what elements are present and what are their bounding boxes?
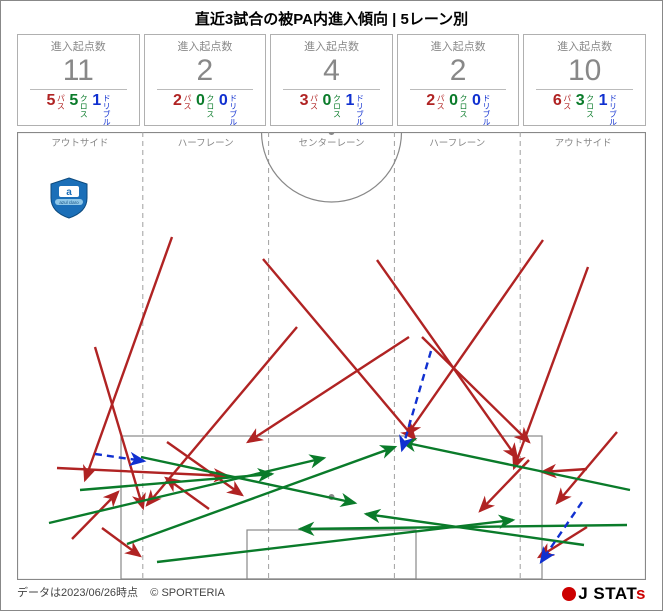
lane-breakdown: 3パス 0クロス 1ドリブル <box>300 93 364 126</box>
dribble-count: 0 <box>472 93 481 109</box>
lane-total: 11 <box>63 56 94 86</box>
lane-box-2: 進入起点数 43パス 0クロス 1ドリブル <box>270 34 393 126</box>
cross-label: クロス <box>586 93 594 118</box>
zone-label-4: アウトサイド <box>520 135 646 149</box>
cross-count: 0 <box>449 93 458 109</box>
lane-breakdown: 6パス 3クロス 1ドリブル <box>553 93 617 126</box>
cross-count: 3 <box>576 93 585 109</box>
data-timestamp: データは2023/06/26時点 <box>17 587 138 599</box>
lane-breakdown: 5パス5クロス1ドリブル <box>46 93 110 126</box>
dribble-count: 1 <box>345 93 354 109</box>
pitch-area: アウトサイドハーフレーンセンターレーンハーフレーンアウトサイド a azul c… <box>17 132 646 580</box>
cross-label: クロス <box>332 93 340 118</box>
lane-header-label: 進入起点数 <box>51 38 106 54</box>
copyright-text: © SPORTERIA <box>150 587 225 599</box>
lane-breakdown: 2パス0クロス0ドリブル <box>426 93 490 126</box>
lane-box-4: 進入起点数 10 6パス 3クロス 1ドリブル <box>523 34 646 126</box>
team-logo: a azul claro <box>47 176 91 220</box>
zone-label-2: センターレーン <box>269 135 395 149</box>
dribble-count: 1 <box>92 93 101 109</box>
jstats-logo: J STATs <box>562 584 646 604</box>
cross-count: 5 <box>69 93 78 109</box>
cross-label: クロス <box>79 93 87 118</box>
lane-header-label: 進入起点数 <box>304 38 359 54</box>
lane-stats-row: 進入起点数115パス5クロス1ドリブル進入起点数22パス0クロス0ドリブル進入起… <box>1 34 662 126</box>
lane-total: 10 <box>568 56 601 86</box>
arrow-pass-1 <box>95 347 143 508</box>
dribble-label: ドリブル <box>482 93 490 126</box>
footer: データは2023/06/26時点 © SPORTERIA J STATs <box>1 584 662 604</box>
arrow-pass-16 <box>557 432 617 503</box>
arrow-cross-23 <box>402 442 630 490</box>
pass-count: 5 <box>46 93 55 109</box>
arrow-pass-17 <box>542 469 587 472</box>
chart-title: 直近3試合の被PA内進入傾向 | 5レーン別 <box>1 1 662 34</box>
arrow-cross-21 <box>141 457 355 503</box>
lane-total: 4 <box>323 56 340 86</box>
dribble-label: ドリブル <box>355 93 363 126</box>
lane-box-1: 進入起点数22パス0クロス0ドリブル <box>144 34 267 126</box>
pass-count: 2 <box>173 93 182 109</box>
svg-text:azul claro: azul claro <box>59 200 79 205</box>
pass-label: パス <box>436 93 444 110</box>
pitch-svg <box>17 132 646 580</box>
dribble-count: 1 <box>599 93 608 109</box>
arrow-dribble-27 <box>402 351 431 450</box>
arrow-pass-5 <box>248 337 409 442</box>
zone-label-0: アウトサイド <box>17 135 143 149</box>
lane-header-label: 進入起点数 <box>177 38 232 54</box>
cross-label: クロス <box>459 93 467 118</box>
zone-label-3: ハーフレーン <box>394 135 520 149</box>
arrow-pass-7 <box>407 240 543 435</box>
lane-box-0: 進入起点数115パス5クロス1ドリブル <box>17 34 140 126</box>
pass-label: パス <box>310 93 318 110</box>
lane-total: 2 <box>197 56 214 86</box>
dribble-count: 0 <box>219 93 228 109</box>
dribble-label: ドリブル <box>102 93 110 126</box>
zone-labels-row: アウトサイドハーフレーンセンターレーンハーフレーンアウトサイド <box>17 135 646 149</box>
pass-count: 6 <box>553 93 562 109</box>
lane-total: 2 <box>450 56 467 86</box>
lane-header-label: 進入起点数 <box>431 38 486 54</box>
arrow-cross-19 <box>80 474 272 490</box>
dribble-label: ドリブル <box>609 93 617 126</box>
cross-count: 0 <box>323 93 332 109</box>
pass-label: パス <box>56 93 64 110</box>
arrow-pass-4 <box>377 260 517 458</box>
lane-breakdown: 2パス0クロス0ドリブル <box>173 93 237 126</box>
zone-label-1: ハーフレーン <box>143 135 269 149</box>
lane-header-label: 進入起点数 <box>557 38 612 54</box>
pass-label: パス <box>563 93 571 110</box>
pass-count: 2 <box>426 93 435 109</box>
lane-box-3: 進入起点数22パス0クロス0ドリブル <box>397 34 520 126</box>
arrow-dribble-26 <box>95 454 144 461</box>
cross-label: クロス <box>206 93 214 118</box>
pass-count: 3 <box>300 93 309 109</box>
dribble-label: ドリブル <box>229 93 237 126</box>
pass-label: パス <box>183 93 191 110</box>
arrow-dribble-28 <box>541 502 582 562</box>
arrow-pass-8 <box>514 267 588 468</box>
svg-text:a: a <box>66 187 72 198</box>
cross-count: 0 <box>196 93 205 109</box>
